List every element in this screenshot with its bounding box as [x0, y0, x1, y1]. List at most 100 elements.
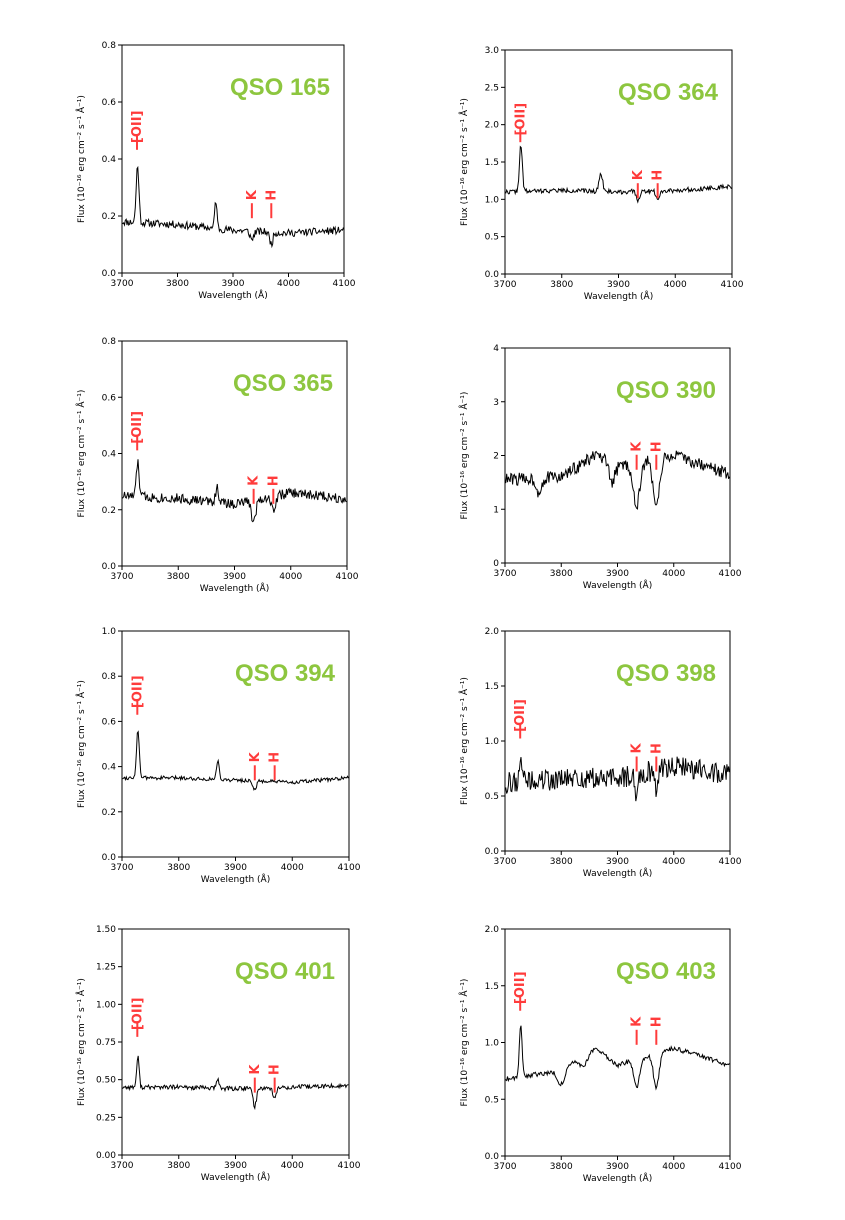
y-tick-label: 0.6: [102, 98, 117, 108]
y-tick-label: 0.5: [485, 1095, 499, 1105]
y-tick-label: 0.4: [102, 155, 117, 165]
marker-label: K: [248, 1064, 263, 1075]
spectrum-line: [121, 459, 347, 523]
marker-label: [OII]: [130, 675, 145, 708]
marker-label: H: [649, 441, 664, 452]
y-tick-label: 1.5: [485, 982, 499, 992]
x-tick-label: 3700: [111, 863, 134, 873]
x-tick-label: 3700: [494, 857, 517, 867]
y-tick-label: 0.75: [96, 1038, 116, 1048]
spectrum-panel-4: 3700 3800 3900 4000 4100 0 1 2 3 4 Wavelength (Å) F…: [458, 344, 742, 591]
x-tick-label: 3700: [494, 280, 517, 290]
x-axis-label: Wavelength (Å): [583, 867, 652, 879]
x-tick-label: 4100: [338, 863, 361, 873]
x-tick-label: 4000: [664, 280, 687, 290]
y-tick-label: 2.0: [485, 925, 500, 935]
marker-label: [OII]: [130, 998, 145, 1031]
x-axis-label: Wavelength (Å): [200, 582, 269, 594]
y-axis-label: Flux (10⁻¹⁶ erg cm⁻² s⁻¹ Å⁻¹): [75, 390, 87, 518]
panel-title: QSO 401: [235, 958, 335, 985]
x-tick-label: 3900: [607, 280, 630, 290]
marker-label: K: [630, 1016, 645, 1027]
y-tick-label: 2.0: [485, 121, 500, 131]
y-tick-label: 0.50: [96, 1076, 116, 1086]
spectrum-panel-5: 3700 3800 3900 4000 4100 0.0 0.2 0.4 0.6 0.8 1.0 Wa…: [75, 627, 361, 885]
y-tick-label: 0.5: [485, 233, 499, 243]
x-tick-label: 3800: [550, 569, 573, 579]
x-tick-label: 3800: [167, 863, 190, 873]
y-tick-label: 1.0: [485, 1039, 500, 1049]
y-tick-label: 0.0: [102, 853, 117, 863]
panel-title: QSO 390: [616, 377, 716, 404]
x-tick-label: 3800: [166, 279, 189, 289]
x-tick-label: 3700: [111, 572, 134, 582]
y-tick-label: 0.0: [102, 269, 117, 279]
y-axis-label: Flux (10⁻¹⁶ erg cm⁻² s⁻¹ Å⁻¹): [458, 677, 470, 805]
y-tick-label: 1.5: [485, 158, 499, 168]
marker-label: [OII]: [513, 699, 528, 732]
x-axis-label: Wavelength (Å): [201, 873, 270, 885]
marker-label: K: [247, 475, 262, 486]
marker-label: K: [630, 441, 645, 452]
y-tick-label: 3.0: [485, 46, 500, 56]
panel-title: QSO 398: [616, 660, 716, 687]
spectrum-line: [504, 756, 730, 802]
spectrum-panel-2: 3700 3800 3900 4000 4100 0.0 0.5 1.0 1.5 2.0 2.5 3.…: [458, 46, 744, 302]
y-tick-label: 0.00: [96, 1151, 116, 1161]
marker-label: H: [651, 170, 666, 181]
marker-label: H: [266, 475, 281, 486]
x-tick-label: 4000: [662, 1162, 685, 1172]
x-axis-label: Wavelength (Å): [201, 1171, 270, 1183]
x-tick-label: 4000: [281, 863, 304, 873]
y-tick-label: 0.2: [102, 212, 116, 222]
y-tick-label: 1: [493, 505, 499, 515]
y-tick-label: 1.00: [96, 1000, 116, 1010]
y-tick-label: 2.5: [485, 83, 499, 93]
marker-label: H: [268, 1064, 283, 1075]
x-tick-label: 3800: [550, 280, 573, 290]
panel-title: QSO 403: [616, 958, 716, 985]
marker-label: H: [268, 752, 283, 763]
x-axis-label: Wavelength (Å): [583, 1172, 652, 1184]
x-tick-label: 3800: [167, 572, 190, 582]
x-tick-label: 3900: [224, 1161, 247, 1171]
spectrum-panel-1: 3700 3800 3900 4000 4100 0.0 0.2 0.4 0.6 0.8 Wavel…: [75, 41, 356, 301]
panel-title: QSO 365: [233, 370, 333, 397]
y-tick-label: 1.5: [485, 682, 499, 692]
x-tick-label: 4000: [662, 857, 685, 867]
panel-title: QSO 165: [230, 74, 330, 101]
y-tick-label: 1.0: [485, 737, 500, 747]
y-tick-label: 0.0: [485, 847, 500, 857]
spectrum-line: [122, 1055, 349, 1111]
marker-label: [OII]: [513, 103, 528, 136]
y-tick-label: 0.8: [102, 672, 117, 682]
x-tick-label: 4000: [279, 572, 302, 582]
y-tick-label: 0.4: [102, 450, 117, 460]
y-tick-label: 2: [493, 452, 499, 462]
spectrum-panel-7: 3700 3800 3900 4000 4100 0.00 0.25 0.50 0.75 1.00…: [75, 925, 361, 1183]
y-tick-label: 0.25: [96, 1113, 116, 1123]
y-tick-label: 0.0: [485, 270, 500, 280]
y-tick-label: 0.0: [485, 1152, 500, 1162]
spectrum-line: [504, 450, 730, 510]
x-tick-label: 4100: [719, 569, 742, 579]
x-tick-label: 3800: [550, 857, 573, 867]
x-tick-label: 3900: [606, 569, 629, 579]
x-tick-label: 3700: [111, 279, 134, 289]
spectrum-line: [504, 1025, 730, 1091]
panel-title: QSO 364: [618, 79, 719, 106]
x-tick-label: 3700: [494, 569, 517, 579]
x-tick-label: 3700: [494, 1162, 517, 1172]
y-tick-label: 0: [493, 559, 499, 569]
y-axis-label: Flux (10⁻¹⁶ erg cm⁻² s⁻¹ Å⁻¹): [75, 95, 87, 223]
y-axis-label: Flux (10⁻¹⁶ erg cm⁻² s⁻¹ Å⁻¹): [75, 978, 87, 1106]
y-axis-label: Flux (10⁻¹⁶ erg cm⁻² s⁻¹ Å⁻¹): [458, 98, 470, 226]
y-axis-label: Flux (10⁻¹⁶ erg cm⁻² s⁻¹ Å⁻¹): [458, 392, 470, 520]
marker-label: [OII]: [513, 971, 528, 1004]
marker-label: K: [631, 169, 646, 180]
x-tick-label: 4100: [721, 280, 744, 290]
spectrum-panel-3: 3700 3800 3900 4000 4100 0.0 0.2 0.4 0.6 0.8 Wavel…: [75, 337, 359, 594]
y-tick-label: 0.6: [102, 717, 117, 727]
x-axis-label: Wavelength (Å): [584, 290, 653, 302]
